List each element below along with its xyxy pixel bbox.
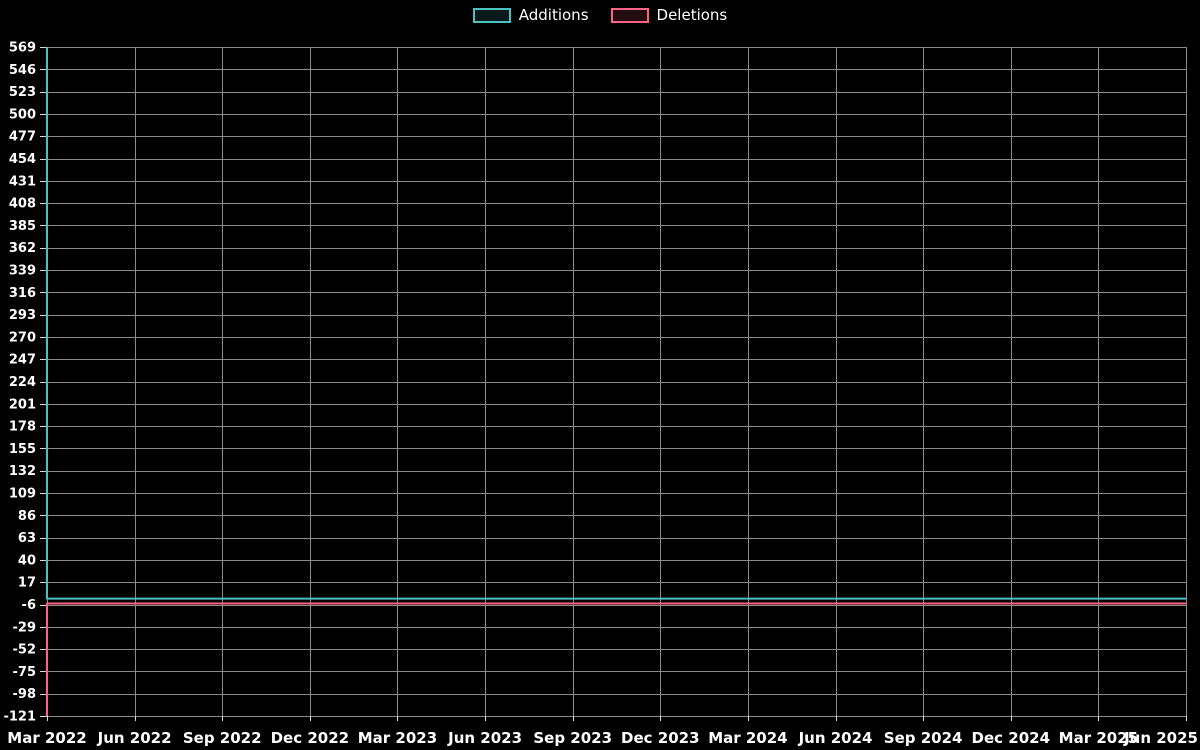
y-axis-tick-label: 362: [9, 241, 36, 256]
y-axis-tick-label: 201: [9, 397, 36, 412]
y-axis-tick-label: 431: [9, 174, 36, 189]
y-axis-tick-label: 454: [9, 152, 36, 167]
y-axis-tick-label: 293: [9, 308, 36, 323]
y-axis-tick-label: 224: [9, 375, 36, 390]
series-line-deletions: [46, 602, 1186, 716]
x-axis-tick-label: Jun 2022: [97, 729, 172, 747]
x-axis-tick-label: Jun 2024: [798, 729, 873, 747]
y-axis-tick-label: 132: [9, 464, 36, 479]
x-axis-tick-label: Mar 2023: [358, 729, 437, 747]
y-axis-tick-label: 523: [9, 85, 36, 100]
series-line-additions: [46, 47, 1186, 600]
x-axis-tick-label: Dec 2022: [271, 729, 350, 747]
x-axis-tick-label: Sep 2024: [884, 729, 963, 747]
x-axis-tick-label: Sep 2022: [183, 729, 262, 747]
y-axis-tick-label: -6: [22, 598, 36, 613]
y-axis-tick-label: 17: [18, 576, 36, 591]
legend-item-deletions[interactable]: Deletions: [610, 6, 728, 24]
legend: Additions Deletions: [0, 8, 1200, 23]
x-axis-tick-label: Mar 2022: [7, 729, 86, 747]
legend-label-deletions: Deletions: [656, 6, 728, 24]
y-axis-tick-label: 155: [9, 442, 36, 457]
y-axis-tick-label: -98: [13, 687, 37, 702]
x-axis-tick-label: Mar 2025: [1059, 729, 1138, 747]
y-axis-tick-label: 339: [9, 264, 36, 279]
y-axis-tick-label: 40: [18, 553, 36, 568]
y-axis-tick-label: -121: [3, 710, 36, 725]
legend-swatch-deletions: [610, 8, 649, 23]
x-axis-tick-label: Sep 2023: [533, 729, 612, 747]
y-axis-tick-label: 477: [9, 130, 36, 145]
y-axis-tick-label: 500: [9, 107, 36, 122]
legend-swatch-additions: [472, 8, 511, 23]
legend-label-additions: Additions: [518, 6, 589, 24]
y-axis-tick-label: 86: [18, 509, 36, 524]
x-axis-tick-label: Mar 2024: [708, 729, 787, 747]
y-axis-tick-label: -75: [13, 665, 37, 680]
y-axis-tick-label: 247: [9, 353, 36, 368]
y-axis-tick-label: 385: [9, 219, 36, 234]
y-axis-tick-label: 270: [9, 330, 36, 345]
x-axis-tick-label: Jun 2023: [447, 729, 522, 747]
y-axis-tick-label: -52: [13, 643, 37, 658]
x-axis-tick-label: Jun 2025: [1123, 729, 1198, 747]
y-axis-tick-label: 178: [9, 420, 36, 435]
x-axis-tick-label: Dec 2024: [972, 729, 1051, 747]
y-axis-tick-label: 109: [9, 487, 36, 502]
y-axis-tick-label: 569: [9, 41, 36, 56]
y-axis-tick-label: 546: [9, 63, 36, 78]
legend-item-additions[interactable]: Additions: [472, 6, 589, 24]
y-axis-tick-label: 63: [18, 531, 36, 546]
x-axis-tick-label: Dec 2023: [621, 729, 700, 747]
y-axis-tick-label: -29: [13, 620, 37, 635]
y-axis-tick-label: 408: [9, 197, 36, 212]
y-axis-tick-label: 316: [9, 286, 36, 301]
